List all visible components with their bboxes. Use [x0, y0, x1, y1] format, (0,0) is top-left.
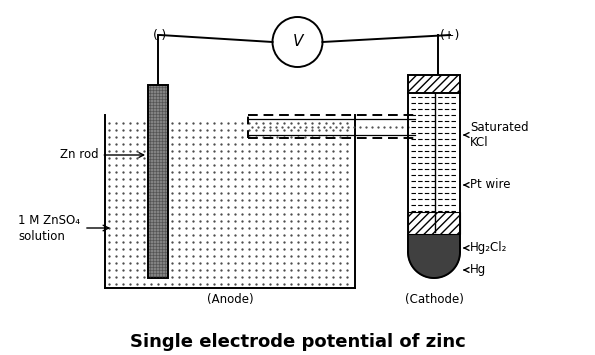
Text: Zn rod: Zn rod [60, 148, 143, 162]
Bar [408, 212, 460, 234]
Text: (Anode): (Anode) [206, 294, 253, 306]
Text: (+): (+) [440, 28, 460, 42]
Text: (Cathode): (Cathode) [405, 294, 464, 306]
Text: Hg: Hg [464, 263, 486, 277]
Text: Single electrode potential of zinc: Single electrode potential of zinc [130, 333, 465, 351]
Text: 1 M ZnSO₄
solution: 1 M ZnSO₄ solution [18, 213, 80, 242]
Text: Saturated
KCl: Saturated KCl [464, 121, 528, 149]
Polygon shape [408, 234, 460, 278]
Text: V: V [292, 34, 303, 49]
Text: Pt wire: Pt wire [464, 179, 511, 191]
Text: (-): (-) [153, 28, 167, 42]
Text: Hg₂Cl₂: Hg₂Cl₂ [464, 241, 508, 255]
Bar [148, 85, 168, 278]
Bar [408, 75, 460, 93]
